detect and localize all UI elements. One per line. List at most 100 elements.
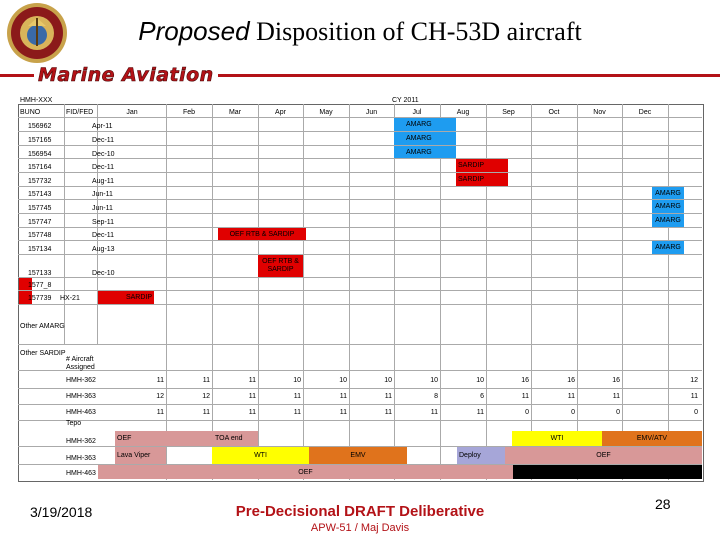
amarg-event: AMARG [652,200,684,213]
month-header-mar: Mar [228,109,242,116]
fid-cell: Dec-11 [92,232,115,239]
amarg-event: AMARG [394,146,456,158]
sardip-marker [19,291,32,304]
tempo-segment: OEF [505,447,702,464]
assigned-count: 11 [248,393,256,400]
buno-cell: 156954 [28,151,52,158]
fid-cell: Dec-11 [92,164,115,171]
squadron-name: HMH-362 [66,377,96,384]
fid-cell: Dec-10 [92,151,115,158]
tempo-segment: Lava Viper [115,447,166,464]
buno-cell: 157143 [28,191,52,198]
squadron-name: HMH-362 [66,438,96,445]
fid-cell: Jun-11 [92,205,113,212]
month-header-may: May [319,109,333,116]
month-header-feb: Feb [182,109,196,116]
tempo-segment: EMV/ATV [602,431,702,446]
fid-header: FID/FED [66,109,94,116]
assigned-count: 11 [567,393,575,400]
squadron-name: HMH-463 [66,409,96,416]
tempo-segment: EMV [309,447,407,464]
buno-cell: 157134 [28,246,52,253]
sardip-event: OEF RTB & SARDIP [218,228,306,240]
buno-cell: 156962 [28,123,52,130]
buno-cell: 157164 [28,164,52,171]
assigned-count: 11 [293,409,301,416]
assigned-count: 12 [690,377,698,384]
footer-date: 3/19/2018 [30,504,93,520]
squadron-name: HMH-363 [66,455,96,462]
disposition-table [18,104,704,482]
tempo-segment: WTI [212,447,309,464]
buno-cell: 157732 [28,178,52,185]
aircraft-assigned-label: # Aircraft Assigned [66,356,95,371]
assigned-count: 11 [156,377,164,384]
amarg-event: AMARG [652,187,684,199]
month-header-nov: Nov [593,109,606,116]
assigned-count: 11 [202,377,210,384]
assigned-count: 10 [293,377,301,384]
assigned-count: 10 [476,377,484,384]
sardip-event: SARDIP [456,159,508,172]
fid-cell: Jun-11 [92,191,113,198]
sardip-event: OEF RTB & SARDIP [258,255,303,277]
assigned-count: 11 [612,393,620,400]
sardip-marker [19,278,32,290]
tempo-segment-blackout [513,465,702,479]
amarg-event: AMARG [652,241,684,254]
assigned-count: 16 [567,377,575,384]
assigned-count: 11 [476,409,484,416]
buno-header: BUNO [20,109,41,116]
buno-cell: 157133 [28,270,52,277]
assigned-count: 10 [339,377,347,384]
assigned-count: 11 [339,393,347,400]
month-header-jan: Jan [126,109,138,116]
assigned-count: 11 [384,409,392,416]
amarg-event: AMARG [394,132,456,145]
tempo-segment: WTI [512,431,602,446]
assigned-count: 0 [525,409,529,416]
sardip-event: SARDIP [98,291,154,304]
fid-cell: HX-21 [60,295,80,302]
fid-cell: Dec-11 [92,137,115,144]
buno-cell: 157748 [28,232,52,239]
buno-cell: 157745 [28,205,52,212]
month-header-jul: Jul [412,109,422,116]
assigned-count: 0 [571,409,575,416]
assigned-count: 11 [293,393,301,400]
assigned-count: 8 [434,393,438,400]
squadron-name: HMH-363 [66,393,96,400]
month-header-sep: Sep [502,109,515,116]
month-header-oct: Oct [548,109,560,116]
assigned-count: 0 [694,409,698,416]
buno-cell: 157747 [28,219,52,226]
assigned-count: 11 [156,409,164,416]
banner-line [0,74,720,77]
page-title: Proposed Disposition of CH-53D aircraft [138,16,582,46]
other-sardip-label: Other SARDIP [20,350,66,357]
assigned-count: 11 [202,409,210,416]
assigned-count: 11 [248,409,256,416]
fid-cell: Sep-11 [92,219,115,226]
assigned-count: 11 [384,393,392,400]
fid-cell: Apr-11 [92,123,113,130]
assigned-count: 16 [612,377,620,384]
assigned-count: 16 [521,377,529,384]
calendar-year-label: CY 2011 [392,97,419,104]
tempo-segment: TOA end [215,431,258,446]
month-header-jun: Jun [365,109,378,116]
buno-cell: 157739 [28,295,52,302]
assigned-count: 11 [430,409,438,416]
assigned-count: 12 [202,393,210,400]
squadron-name: HMH-463 [66,470,96,477]
assigned-count: 11 [339,409,347,416]
buno-cell: 157165 [28,137,52,144]
assigned-count: 11 [248,377,256,384]
month-header-dec: Dec [638,109,652,116]
month-header-apr: Apr [275,109,286,116]
assigned-count: 10 [384,377,392,384]
assigned-count: 11 [521,393,529,400]
assigned-count: 0 [616,409,620,416]
usmc-emblem-icon [7,3,67,63]
footer-author: APW-51 / Maj Davis [310,522,410,534]
